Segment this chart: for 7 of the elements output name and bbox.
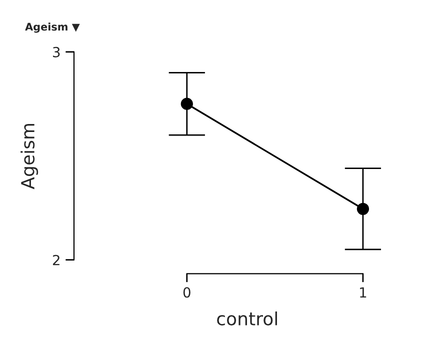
y-tick-label: 2 — [52, 254, 60, 266]
x-tick-label: 1 — [360, 287, 366, 298]
y-tick-label: 3 — [53, 46, 60, 58]
x-tick-label: 0 — [183, 287, 190, 298]
x-axis-title: control — [217, 311, 277, 326]
chart-title: Ageism ▼ — [25, 22, 80, 33]
y-axis-title: Ageism — [20, 124, 38, 190]
